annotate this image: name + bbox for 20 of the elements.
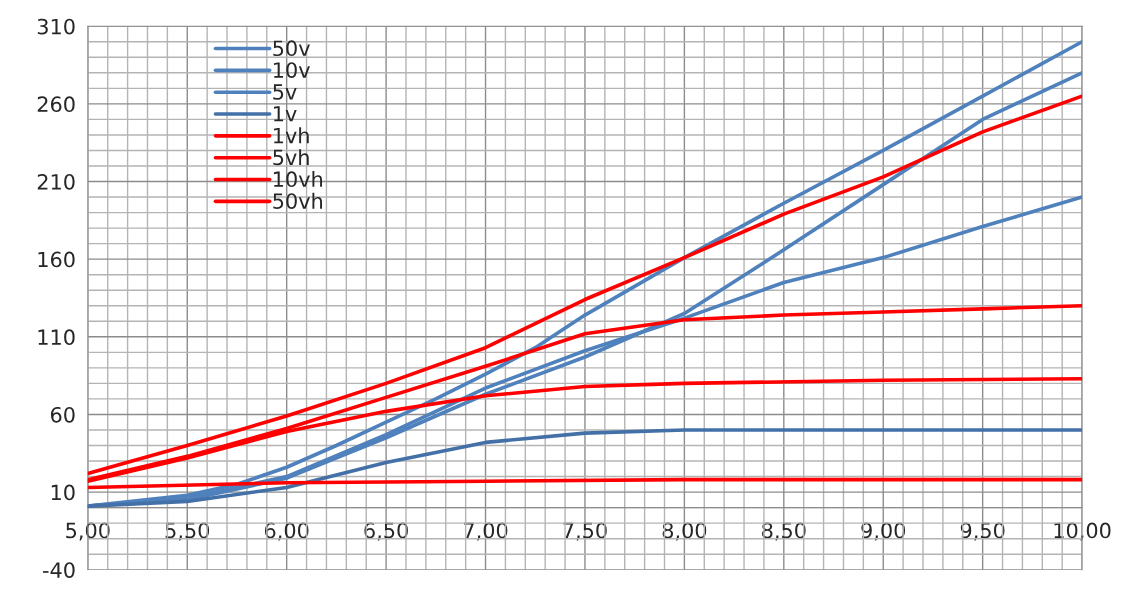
x-tick-label: 6,50 (364, 522, 408, 541)
y-tick-label: 60 (50, 406, 75, 423)
y-tick-label: 310 (37, 18, 75, 35)
x-tick-label: 5,00 (66, 522, 110, 541)
legend-label: 1v (274, 106, 297, 122)
legend-label: 10v (274, 62, 310, 78)
y-tick-label: 110 (38, 329, 75, 346)
legend-label: 50v (273, 40, 310, 57)
y-tick-label: 160 (38, 251, 75, 268)
y-tick-label: 10 (51, 484, 75, 501)
legend-label: 50vh (273, 192, 322, 209)
x-tick-label: 7,50 (563, 522, 607, 541)
legend-label: 10vh (274, 170, 322, 188)
y-tick-label: -40 (43, 562, 75, 578)
x-tick-label: 10,00 (1054, 522, 1111, 541)
y-tick-label: 210 (37, 173, 75, 190)
legend-label: 5v (273, 84, 297, 100)
legend-label: 1vh (274, 127, 309, 144)
y-tick-label: 260 (37, 96, 75, 113)
legend-label: 5vh (273, 149, 309, 166)
